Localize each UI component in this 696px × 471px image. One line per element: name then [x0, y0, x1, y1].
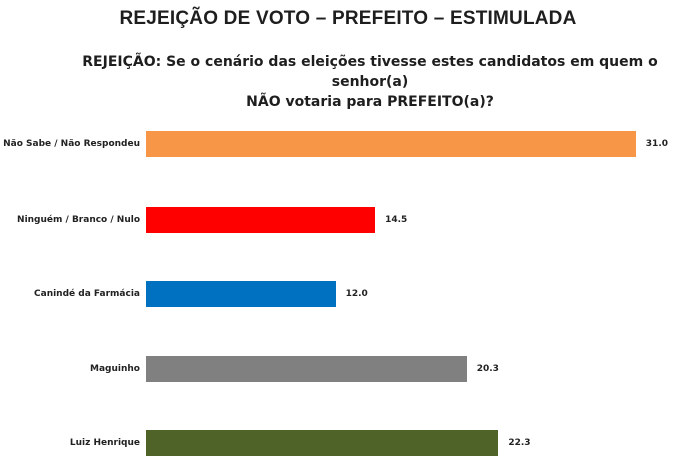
bar-value-label: 12.0: [345, 289, 368, 299]
bar-row: Maguinho 20.3: [0, 356, 696, 382]
bar: [146, 281, 336, 307]
bar: [146, 207, 376, 233]
bar-label: Não Sabe / Não Respondeu: [3, 139, 140, 149]
chart-title: REJEIÇÃO DE VOTO – PREFEITO – ESTIMULADA: [119, 8, 577, 29]
bar-row: Luiz Henrique 22.3: [0, 430, 696, 456]
bar-row: Não Sabe / Não Respondeu 31.0: [0, 131, 696, 157]
bar: [146, 430, 499, 456]
subtitle-line-1: REJEIÇÃO: Se o cenário das eleições tive…: [82, 54, 658, 90]
bar: [146, 131, 636, 157]
bar-label: Maguinho: [90, 364, 140, 374]
chart-subtitle: REJEIÇÃO: Se o cenário das eleições tive…: [60, 52, 680, 112]
bar-value-label: 14.5: [385, 215, 408, 225]
bar: [146, 356, 467, 382]
bar-value-label: 22.3: [508, 438, 531, 448]
bar-value-label: 31.0: [645, 139, 669, 149]
bar-value-label: 20.3: [476, 364, 499, 374]
subtitle-line-2: NÃO votaria para PREFEITO(a)?: [246, 94, 494, 110]
bar-label: Canindé da Farmácia: [34, 289, 140, 299]
bar-label: Luiz Henrique: [69, 438, 140, 448]
bar-label: Ninguém / Branco / Nulo: [17, 215, 140, 225]
bar-row: Ninguém / Branco / Nulo 14.5: [0, 207, 696, 233]
bar-row: Canindé da Farmácia 12.0: [0, 281, 696, 307]
